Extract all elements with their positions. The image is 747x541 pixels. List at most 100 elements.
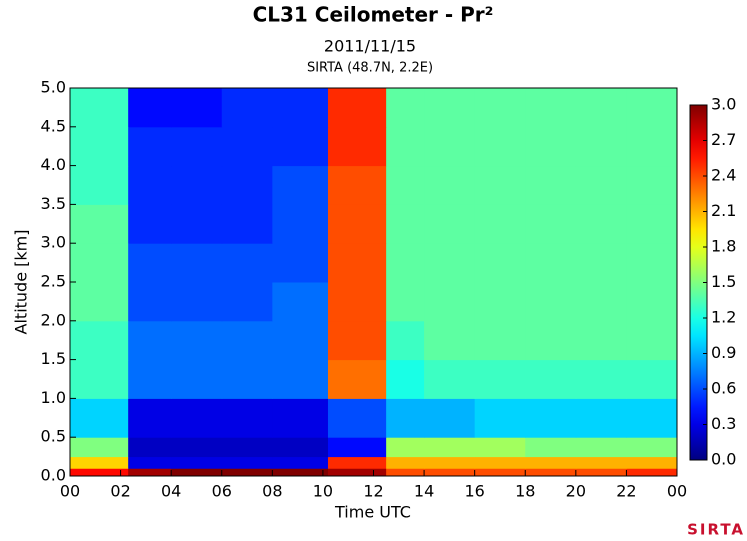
heatmap-cell	[70, 320, 129, 361]
heatmap-cell	[474, 165, 526, 205]
heatmap-cell	[424, 126, 476, 167]
heatmap-cell	[128, 88, 172, 128]
x-tick-label: 10	[313, 482, 333, 501]
heatmap-cell	[70, 456, 129, 469]
heatmap-cell	[386, 398, 425, 438]
y-axis-label: Altitude [km]	[12, 230, 31, 335]
heatmap-cell	[525, 204, 577, 244]
heatmap-cell	[525, 165, 577, 205]
x-tick-label: 14	[414, 482, 434, 501]
heatmap-cell	[327, 398, 387, 438]
x-tick-label: 20	[566, 482, 586, 501]
heatmap-cell	[221, 320, 273, 361]
heatmap-cell	[424, 359, 476, 399]
heatmap-cell	[575, 282, 627, 322]
colorbar-tick-label: 3.0	[711, 95, 736, 114]
heatmap-cell	[171, 320, 223, 361]
subtitle: 2011/11/15	[324, 37, 416, 56]
heatmap-cell	[474, 437, 526, 458]
y-tick-label: 4.5	[41, 116, 66, 135]
heatmap-cell	[272, 165, 329, 205]
y-tick-label: 5.0	[41, 78, 66, 97]
heatmap-cell	[386, 243, 425, 283]
y-tick-label: 1.5	[41, 349, 66, 368]
heatmap-cell	[221, 437, 273, 458]
heatmap-cell	[424, 468, 476, 477]
heatmap-cell	[128, 204, 172, 244]
heatmap-cell	[70, 88, 129, 128]
heatmap-cell	[171, 468, 223, 477]
location: SIRTA (48.7N, 2.2E)	[307, 61, 433, 76]
x-tick-label: 06	[212, 482, 232, 501]
heatmap-cell	[128, 320, 172, 361]
heatmap-cell	[575, 243, 627, 283]
heatmap-cell	[626, 359, 678, 399]
heatmap-cell	[70, 359, 129, 399]
y-tick-label: 3.5	[41, 194, 66, 213]
heatmap-cell	[525, 468, 577, 477]
heatmap-cell	[221, 88, 273, 128]
heatmap-cell	[70, 126, 129, 167]
heatmap-cell	[128, 437, 172, 458]
colorbar-tick-label: 2.1	[711, 201, 736, 220]
colorbar-tick-label: 0.6	[711, 379, 736, 398]
heatmap-cell	[474, 398, 526, 438]
heatmap-cell	[424, 282, 476, 322]
colorbar-tick-label: 0.9	[711, 343, 736, 362]
heatmap-cell	[70, 243, 129, 283]
heatmap-cell	[386, 126, 425, 167]
chart-title: CL31 Ceilometer - Pr²	[253, 3, 494, 27]
heatmap-cell	[70, 282, 129, 322]
heatmap-cell	[575, 398, 627, 438]
x-tick-label: 18	[515, 482, 535, 501]
heatmap-cell	[386, 320, 425, 361]
heatmap-cell	[386, 282, 425, 322]
y-tick-label: 4.0	[41, 155, 66, 174]
heatmap-cell	[272, 359, 329, 399]
heatmap-cell	[128, 243, 172, 283]
heatmap-cell	[626, 88, 678, 128]
heatmap-cell	[327, 437, 387, 458]
heatmap-cell	[474, 243, 526, 283]
heatmap-cell	[525, 126, 577, 167]
heatmap-cell	[424, 437, 476, 458]
heatmap-cell	[171, 359, 223, 399]
heatmap-cell	[221, 243, 273, 283]
heatmap-cell	[171, 126, 223, 167]
colorbar-tick-label: 1.5	[711, 272, 736, 291]
heatmap-cell	[70, 468, 129, 477]
heatmap-cell	[221, 468, 273, 477]
heatmap-cell	[272, 204, 329, 244]
heatmap-cell	[327, 204, 387, 244]
heatmap-cell	[474, 204, 526, 244]
heatmap-cell	[525, 398, 577, 438]
heatmap-cell	[272, 437, 329, 458]
x-tick-label: 08	[262, 482, 282, 501]
heatmap-cell	[171, 437, 223, 458]
y-tick-label: 2.0	[41, 310, 66, 329]
heatmap-cell	[386, 456, 425, 469]
heatmap-cell	[575, 88, 627, 128]
heatmap-cell	[525, 243, 577, 283]
heatmap-cell	[525, 437, 577, 458]
heatmap-cell	[272, 320, 329, 361]
heatmap-cell	[327, 456, 387, 469]
colorbar-tick-label: 0.3	[711, 414, 736, 433]
heatmap-cell	[474, 359, 526, 399]
colorbar-tick-label: 2.4	[711, 166, 736, 185]
heatmap-cell	[626, 126, 678, 167]
heatmap-cell	[171, 243, 223, 283]
heatmap-cell	[386, 437, 425, 458]
heatmap-cell	[272, 126, 329, 167]
heatmap-cell	[474, 88, 526, 128]
heatmap-cell	[626, 282, 678, 322]
heatmap-cell	[327, 282, 387, 322]
heatmap-cell	[474, 468, 526, 477]
heatmap-cell	[474, 126, 526, 167]
heatmap-cell	[327, 126, 387, 167]
heatmap-cell	[272, 282, 329, 322]
heatmap-cell	[128, 165, 172, 205]
heatmap-cell	[272, 88, 329, 128]
x-tick-label: 02	[110, 482, 130, 501]
x-axis-label: Time UTC	[334, 503, 411, 522]
